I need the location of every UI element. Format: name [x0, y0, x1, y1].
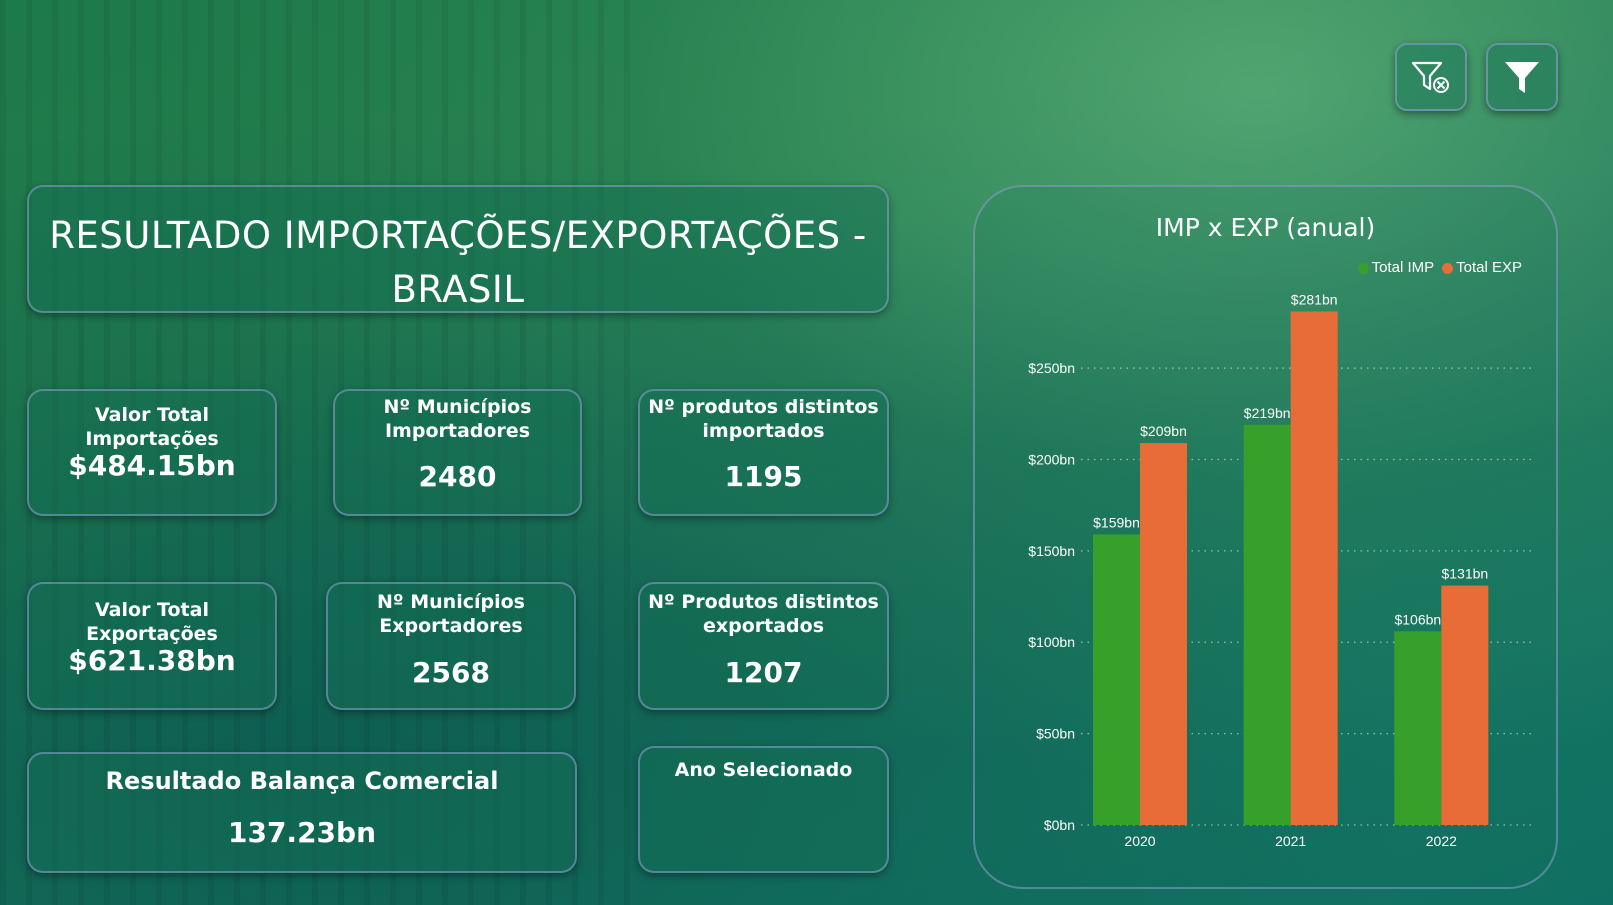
- kpi-value: 2568: [412, 656, 490, 689]
- kpi-label: Resultado Balança Comercial: [105, 767, 499, 795]
- y-tick-label: $100bn: [1028, 634, 1075, 650]
- kpi-card-export-municipalities: Nº Municípios Exportadores 2568: [326, 582, 576, 710]
- selected-year-label: Ano Selecionado: [674, 759, 853, 781]
- dashboard-title-panel: RESULTADO IMPORTAÇÕES/EXPORTAÇÕES - BRAS…: [27, 185, 889, 313]
- bar: [1290, 311, 1338, 826]
- kpi-value: $621.38bn: [68, 644, 236, 677]
- kpi-value: $484.15bn: [68, 449, 236, 482]
- clear-filters-button[interactable]: [1395, 43, 1467, 111]
- data-label: $219bn: [1244, 405, 1291, 421]
- y-tick-label: $250bn: [1028, 360, 1075, 376]
- background-containers-overlay: [0, 0, 640, 905]
- kpi-value: 1207: [724, 656, 803, 689]
- x-tick-label: 2021: [1275, 833, 1306, 849]
- bar-chart: $0bn $50bn $100bn $150bn $200bn $250bn $159bn $…: [1028, 291, 1533, 849]
- kpi-card-trade-balance: Resultado Balança Comercial 137.23bn: [27, 752, 577, 873]
- legend-swatch: [1442, 262, 1454, 274]
- page-title-line-2: BRASIL: [391, 268, 525, 311]
- page-title-line-1: RESULTADO IMPORTAÇÕES/EXPORTAÇÕES -: [49, 214, 867, 257]
- legend-item-exp[interactable]: Total EXP: [1442, 259, 1522, 276]
- y-tick-label: $200bn: [1028, 451, 1075, 467]
- kpi-value: 1195: [724, 460, 803, 493]
- kpi-card-import-products: Nº produtos distintos importados 1195: [638, 389, 889, 516]
- selected-year-card[interactable]: Ano Selecionado: [638, 746, 889, 873]
- legend-label: Total EXP: [1456, 259, 1522, 276]
- bar: [1243, 424, 1291, 825]
- y-tick-label: $150bn: [1028, 543, 1075, 559]
- kpi-card-import-total: Valor Total Importações $484.15bn: [27, 389, 277, 516]
- kpi-label-line: importados: [702, 420, 825, 442]
- kpi-label-line: Importadores: [384, 420, 530, 442]
- filter-button[interactable]: [1486, 43, 1558, 111]
- legend-item-imp[interactable]: Total IMP: [1357, 259, 1435, 276]
- kpi-value: 137.23bn: [227, 816, 377, 849]
- y-tick-label: $0bn: [1044, 817, 1075, 833]
- kpi-value: 2480: [418, 460, 497, 493]
- kpi-card-export-products: Nº Produtos distintos exportados 1207: [638, 582, 889, 710]
- y-tick-label: $50bn: [1036, 726, 1075, 742]
- chart-panel: IMP x EXP (anual) Total IMP Total EXP $0…: [973, 185, 1558, 889]
- bar: [1093, 534, 1140, 825]
- kpi-label: Nº Municípios Importadores: [341, 395, 574, 443]
- kpi-label-line: Nº produtos distintos: [648, 396, 879, 418]
- kpi-label-line: exportados: [702, 615, 825, 637]
- chart-title: IMP x EXP (anual): [1155, 213, 1376, 242]
- kpi-card-export-total: Valor Total Exportações $621.38bn: [27, 582, 277, 710]
- bar: [1441, 585, 1489, 825]
- data-label: $106bn: [1394, 611, 1441, 627]
- kpi-label: Nº produtos distintos importados: [646, 395, 881, 443]
- kpi-label: Nº Produtos distintos exportados: [646, 590, 881, 638]
- legend-swatch: [1357, 262, 1369, 274]
- data-label: $159bn: [1093, 514, 1140, 530]
- kpi-label-line: Nº Municípios: [377, 591, 525, 613]
- legend-label: Total IMP: [1371, 259, 1435, 276]
- x-tick-label: 2022: [1426, 833, 1457, 849]
- kpi-label: Valor Total Importações: [85, 404, 219, 450]
- data-label: $281bn: [1291, 291, 1338, 307]
- bar: [1140, 443, 1187, 825]
- kpi-card-import-municipalities: Nº Municípios Importadores 2480: [333, 389, 582, 516]
- kpi-label-line: Exportadores: [379, 615, 523, 637]
- bar: [1394, 631, 1442, 825]
- kpi-label-line: Nº Produtos distintos: [648, 591, 879, 613]
- page-title: RESULTADO IMPORTAÇÕES/EXPORTAÇÕES - BRAS…: [29, 209, 887, 317]
- data-label: $209bn: [1140, 423, 1187, 439]
- filter-icon: [1505, 62, 1539, 93]
- kpi-label-line: Nº Municípios: [383, 396, 532, 418]
- filter-clear-icon: [1411, 61, 1449, 93]
- chart-legend: Total IMP Total EXP: [1357, 259, 1522, 276]
- x-tick-label: 2020: [1124, 833, 1155, 849]
- kpi-label: Valor Total Exportações: [86, 599, 218, 645]
- data-label: $131bn: [1441, 566, 1488, 582]
- kpi-label: Nº Municípios Exportadores: [334, 590, 568, 638]
